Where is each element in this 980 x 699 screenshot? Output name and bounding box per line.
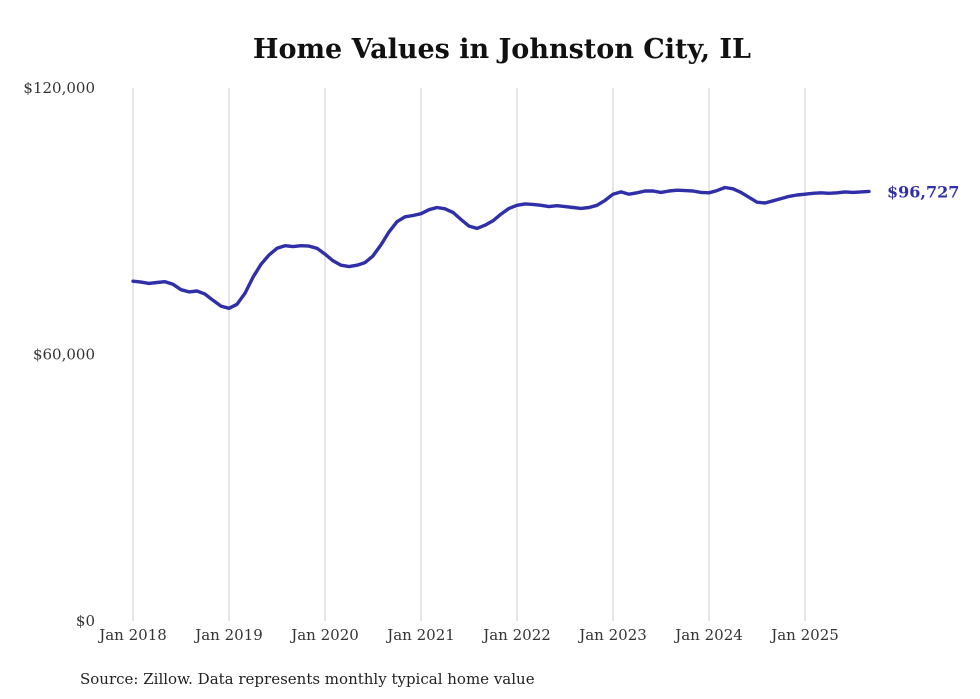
x-tick-label: Jan 2018 xyxy=(97,626,167,644)
x-tick-label: Jan 2024 xyxy=(673,626,743,644)
x-tick-label: Jan 2019 xyxy=(193,626,263,644)
y-tick-label: $120,000 xyxy=(23,79,95,97)
x-tick-label: Jan 2025 xyxy=(769,626,839,644)
x-tick-label: Jan 2022 xyxy=(481,626,551,644)
y-tick-label: $0 xyxy=(76,612,95,630)
x-axis-tick-labels: Jan 2018 Jan 2019 Jan 2020 Jan 2021 Jan 2022… xyxy=(97,626,839,644)
source-note: Source: Zillow. Data represents monthly … xyxy=(80,670,535,688)
chart-title: Home Values in Johnston City, IL xyxy=(253,34,751,65)
latest-value-label: $96,727 xyxy=(887,182,959,201)
x-tick-label: Jan 2020 xyxy=(289,626,359,644)
trend-line xyxy=(131,185,871,310)
y-axis-tick-labels: $0 $60,000 $120,000 xyxy=(23,79,95,630)
x-tick-label: Jan 2023 xyxy=(577,626,647,644)
x-tick-label: Jan 2021 xyxy=(385,626,455,644)
gridlines xyxy=(132,88,806,621)
y-tick-label: $60,000 xyxy=(33,346,95,364)
